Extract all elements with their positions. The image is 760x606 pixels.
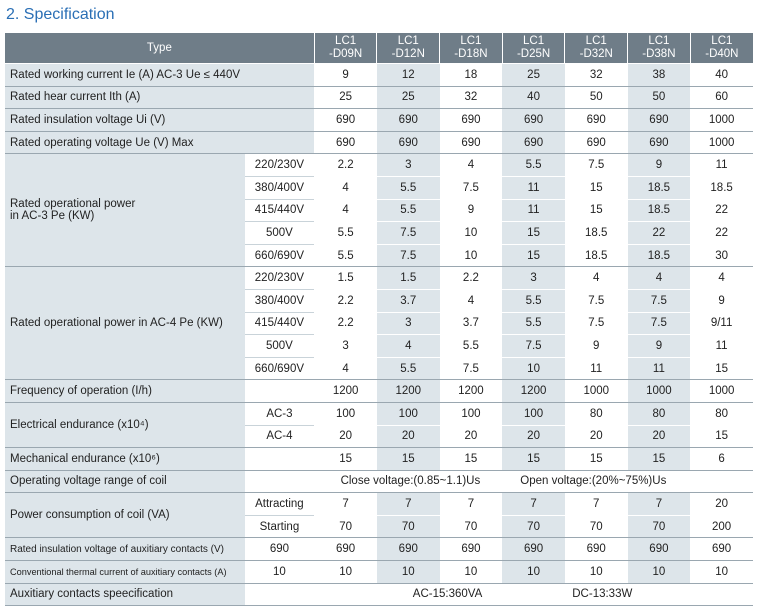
row-label: Rated operational power in AC-4 Pe (KW): [5, 266, 245, 381]
table-row: 380/400V 2.2 3.7 4 5.5 7.5 7.5 9: [5, 289, 753, 313]
voltage-label: 415/440V: [244, 199, 315, 223]
model-header: LC1 -D40N: [689, 33, 753, 64]
table-row: Power consumption of coil (VA) Attractin…: [5, 492, 753, 539]
table-row: Conventional thermal current of auxitiar…: [5, 560, 753, 584]
table-row: Rated insulation voltage Ui (V) 690 690 …: [5, 108, 753, 132]
section-title: 2. Specification: [6, 6, 115, 23]
voltage-label: 380/400V: [244, 176, 315, 200]
model-header: LC1 -D12N: [376, 33, 440, 64]
table-row: Rated operating voltage Ue (V) Max 690 6…: [5, 131, 753, 155]
row-label: Conventional thermal current of auxitiar…: [5, 560, 245, 584]
model-header: LC1 -D38N: [627, 33, 691, 64]
table-row: AC-4 20 20 20 20 20 20 15: [5, 425, 753, 449]
specification-table: Type LC1 -D09N LC1 -D12N LC1 -D18N LC1 -D25N…: [5, 33, 753, 606]
model-header: LC1 -D18N: [439, 33, 503, 64]
voltage-label: 220/230V: [244, 153, 315, 177]
open-voltage: Open voltage:(20%~75%)Us: [502, 470, 753, 494]
table-row: 660/690V 5.5 7.5 10 15 18.5 18.5 30: [5, 244, 753, 268]
dc-spec: DC-13:33W: [502, 583, 753, 606]
voltage-label: 380/400V: [244, 289, 315, 313]
table-row: Rated working current Ie (A) AC-3 Ue ≤ 4…: [5, 63, 753, 87]
model-header: LC1 -D32N: [564, 33, 628, 64]
voltage-label: 415/440V: [244, 312, 315, 336]
close-voltage: Close voltage:(0.85~1.1)Us: [244, 470, 503, 494]
table-row: 500V 3 4 5.5 7.5 9 9 11: [5, 334, 753, 358]
row-label: Rated operating voltage Ue (V) Max: [5, 131, 315, 155]
table-row: 660/690V 4 5.5 7.5 10 11 11 15: [5, 357, 753, 381]
table-row: 500V 5.5 7.5 10 15 18.5 22 22: [5, 221, 753, 245]
sub-label: 10: [244, 560, 315, 584]
ac-spec: AC-15:360VA: [244, 583, 503, 606]
table-row: Frequency of operation (I/h) 1200 1200 1…: [5, 379, 753, 403]
row-label: Electrical endurance (x10⁴): [5, 402, 245, 449]
voltage-label: 660/690V: [244, 244, 315, 268]
sub-label: Starting: [244, 515, 315, 539]
row-label: Rated operational power in AC-3 Pe (KW): [5, 153, 245, 268]
table-row: 415/440V 4 5.5 9 11 15 18.5 22: [5, 199, 753, 223]
row-label: Power consumption of coil (VA): [5, 492, 245, 539]
table-row: Operating voltage range of coil Close vo…: [5, 470, 753, 494]
voltage-label: 500V: [244, 334, 315, 358]
header-row: Type LC1 -D09N LC1 -D12N LC1 -D18N LC1 -D25N…: [5, 33, 753, 64]
table-row: Starting 70 70 70 70 70 70 200: [5, 515, 753, 539]
row-label: Frequency of operation (I/h): [5, 379, 245, 403]
row-label: Auxitiary contacts speecification: [5, 583, 245, 606]
voltage-label: 220/230V: [244, 266, 315, 290]
sub-label: 690: [244, 537, 315, 562]
row-label: Rated hear current Ith (A): [5, 86, 315, 110]
table-row: 415/440V 2.2 3 3.7 5.5 7.5 7.5 9/11: [5, 312, 753, 336]
voltage-label: 500V: [244, 221, 315, 245]
model-header: LC1 -D09N: [313, 33, 377, 64]
sub-label: AC-3: [244, 402, 315, 426]
row-label: Rated working current Ie (A) AC-3 Ue ≤ 4…: [5, 63, 315, 87]
table-row: Electrical endurance (x10⁴) AC-3 100 100…: [5, 402, 753, 449]
table-row: Rated operational power in AC-4 Pe (KW) …: [5, 266, 753, 381]
voltage-label: 660/690V: [244, 357, 315, 381]
model-header: LC1 -D25N: [501, 33, 565, 64]
row-label: Operating voltage range of coil: [5, 470, 245, 494]
table-row: Rated operational power in AC-3 Pe (KW) 2…: [5, 153, 753, 268]
table-row: Mechanical endurance (x10⁶) 15 15 15 15 …: [5, 447, 753, 471]
table-row: Rated hear current Ith (A) 25 25 32 40 5…: [5, 86, 753, 110]
table-row: Auxitiary contacts speecification AC-15:…: [5, 583, 753, 606]
row-label: Rated insulation voltage of auxitiary co…: [5, 537, 245, 562]
row-label: Mechanical endurance (x10⁶): [5, 447, 245, 471]
sub-label: AC-4: [244, 425, 315, 449]
sub-label: Attracting: [244, 492, 315, 516]
table-row: Rated insulation voltage of auxitiary co…: [5, 537, 753, 562]
row-label: Rated insulation voltage Ui (V): [5, 108, 315, 132]
table-row: 380/400V 4 5.5 7.5 11 15 18.5 18.5: [5, 176, 753, 200]
type-header: Type: [5, 33, 315, 64]
